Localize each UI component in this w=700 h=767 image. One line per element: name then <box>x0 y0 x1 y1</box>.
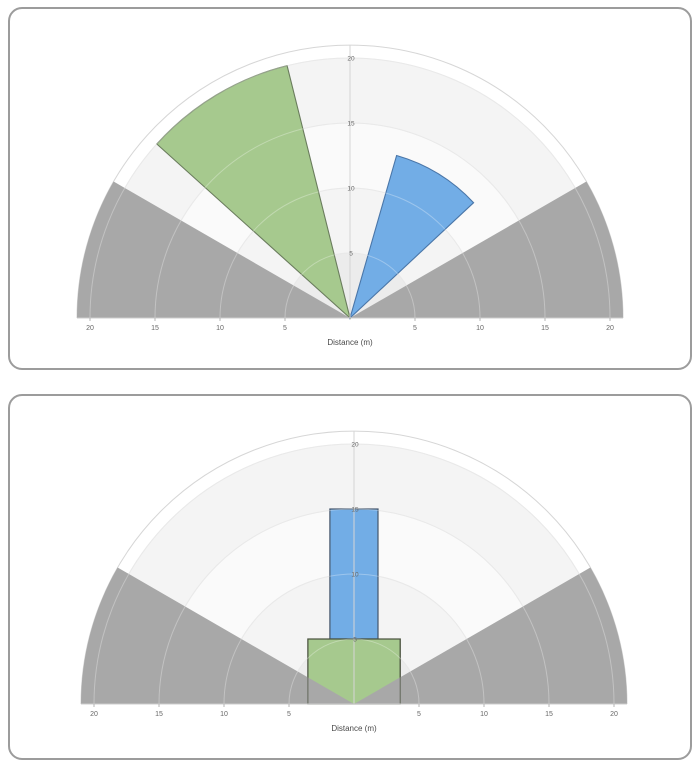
x-tick-label: 5 <box>417 711 421 718</box>
masked-zone-left <box>81 567 354 704</box>
x-tick-label: 15 <box>541 325 549 332</box>
x-tick-label: 15 <box>155 711 163 718</box>
x-tick-label: 5 <box>283 325 287 332</box>
x-tick-label: 20 <box>90 711 98 718</box>
radial-tick-label: 10 <box>351 572 359 579</box>
beam-green <box>156 65 351 320</box>
top-chart-panel: 5 10 15 20 20 15 10 5 5 10 15 20 Distance (m) <box>8 7 692 370</box>
radial-band <box>159 509 549 704</box>
radial-tick-label: 10 <box>347 186 355 193</box>
x-tick-label: 5 <box>413 325 417 332</box>
x-tick-label: 10 <box>216 325 224 332</box>
radial-tick-label: 5 <box>353 637 357 644</box>
x-tick-label: 15 <box>545 711 553 718</box>
x-tick-label: 10 <box>480 711 488 718</box>
x-tick-label: 10 <box>476 325 484 332</box>
radial-band <box>94 444 614 704</box>
bottom-chart-panel: 5 10 15 20 20 15 10 5 5 10 15 20 Distance (m) <box>8 394 692 760</box>
radial-tick-label: 15 <box>347 121 355 128</box>
masked-zone-right <box>354 567 627 704</box>
masked-zone-left <box>77 181 350 318</box>
radial-tick-label: 5 <box>349 251 353 258</box>
x-tick-label: 20 <box>610 711 618 718</box>
x-tick-label: 10 <box>220 711 228 718</box>
x-tick-label: 15 <box>151 325 159 332</box>
x-axis-title: Distance (m) <box>331 724 377 733</box>
radial-tick-label: 15 <box>351 507 359 514</box>
polar-coverage-chart-top: 5 10 15 20 20 15 10 5 5 10 15 20 Distance (m) <box>76 44 624 347</box>
beam-blue <box>348 154 475 320</box>
x-axis-title: Distance (m) <box>327 338 373 347</box>
masked-zone-right <box>350 181 623 318</box>
radial-tick-label: 20 <box>347 56 355 63</box>
radial-tick-label: 20 <box>351 442 359 449</box>
polar-coverage-chart-bottom: 5 10 15 20 20 15 10 5 5 10 15 20 Distance (m) <box>80 430 628 733</box>
x-tick-label: 20 <box>606 325 614 332</box>
x-tick-label: 5 <box>287 711 291 718</box>
x-tick-label: 20 <box>86 325 94 332</box>
